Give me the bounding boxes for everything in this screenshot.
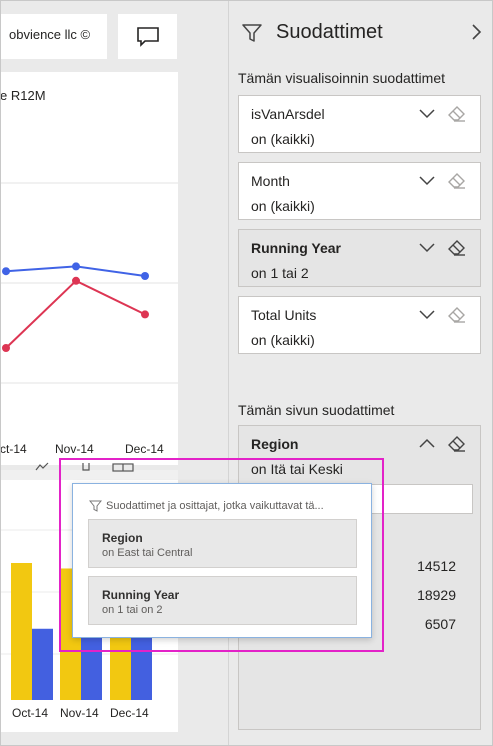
popup-header: Suodattimet ja osittajat, jotka vaikutta… xyxy=(89,499,324,512)
popup-filter-subtitle: on 1 tai on 2 xyxy=(102,604,163,616)
popup-filter-item: Region on East tai Central xyxy=(88,519,357,568)
filter-card-state: on (kaikki) xyxy=(251,131,315,147)
series-line xyxy=(5,279,146,349)
popup-filter-title: Running Year xyxy=(102,588,180,602)
chevron-down-icon[interactable] xyxy=(418,173,436,187)
filter-card-state: on 1 tai 2 xyxy=(251,265,309,281)
copyright-text: obvience llc © xyxy=(9,27,91,42)
filter-pane-title: Suodattimet xyxy=(276,21,383,43)
line-chart-icon[interactable] xyxy=(35,462,49,472)
pin-icon[interactable] xyxy=(82,462,90,472)
chevron-down-icon[interactable] xyxy=(418,240,436,254)
filter-icon xyxy=(89,500,102,512)
visual-filters-section-label: Tämän visualisoinnin suodattimet xyxy=(238,70,445,86)
filter-card-name: Running Year xyxy=(251,240,341,256)
filter-card-name: Month xyxy=(251,173,290,189)
line-chart-title: e R12M xyxy=(0,88,46,103)
bar xyxy=(11,563,32,700)
eraser-icon[interactable] xyxy=(448,436,466,452)
filter-value-count: 6507 xyxy=(424,616,456,632)
filter-card-name: isVanArsdel xyxy=(251,106,325,122)
filter-value-count: 14512 xyxy=(417,558,456,574)
popup-filter-subtitle: on East tai Central xyxy=(102,547,193,559)
data-point xyxy=(141,272,149,280)
data-point xyxy=(2,267,10,276)
chevron-up-icon[interactable] xyxy=(418,436,436,450)
filter-card-name: Region xyxy=(251,436,299,452)
page-filters-section-label: Tämän sivun suodattimet xyxy=(238,402,395,418)
filter-card-name: Total Units xyxy=(251,307,317,323)
filter-card-isvanarsdel[interactable]: isVanArsdel on (kaikki) xyxy=(238,95,481,153)
data-point xyxy=(72,276,80,285)
eraser-icon[interactable] xyxy=(448,307,466,323)
filters-tooltip-popup: Suodattimet ja osittajat, jotka vaikutta… xyxy=(72,483,372,638)
x-tick-label: Dec-14 xyxy=(125,442,164,456)
filter-card-state: on (kaikki) xyxy=(251,198,315,214)
popup-header-text: Suodattimet ja osittajat, jotka vaikutta… xyxy=(106,499,324,512)
eraser-icon[interactable] xyxy=(448,106,466,122)
filter-icon xyxy=(242,24,262,42)
x-tick-label: Nov-14 xyxy=(55,442,94,456)
x-tick-label: Oct-14 xyxy=(12,706,48,720)
line-chart: ct-14 Nov-14 Dec-14 xyxy=(0,182,178,456)
data-point xyxy=(72,262,80,271)
data-point xyxy=(2,344,10,352)
eraser-icon[interactable] xyxy=(448,173,466,189)
chevron-down-icon[interactable] xyxy=(418,307,436,321)
focus-mode-icon[interactable] xyxy=(112,462,134,472)
bar xyxy=(81,628,102,700)
x-tick-label: Dec-14 xyxy=(110,706,149,720)
copyright-textbox: obvience llc © xyxy=(0,14,107,59)
filter-card-month[interactable]: Month on (kaikki) xyxy=(238,162,481,220)
popup-filter-title: Region xyxy=(102,531,143,545)
chevron-right-icon[interactable] xyxy=(470,23,482,41)
data-point xyxy=(141,310,149,319)
chevron-down-icon[interactable] xyxy=(418,106,436,120)
filter-value-count: 18929 xyxy=(417,587,456,603)
filter-card-state: on Itä tai Keski xyxy=(251,461,343,477)
visual-header-strip xyxy=(0,470,178,480)
filter-card-state: on (kaikki) xyxy=(251,332,315,348)
comment-button[interactable] xyxy=(118,14,177,59)
x-tick-label: ct-14 xyxy=(0,442,27,456)
filter-card-running-year[interactable]: Running Year on 1 tai 2 xyxy=(238,229,481,287)
filter-card-total-units[interactable]: Total Units on (kaikki) xyxy=(238,296,481,354)
x-tick-label: Nov-14 xyxy=(60,706,99,720)
comment-icon xyxy=(136,26,159,47)
eraser-icon[interactable] xyxy=(448,240,466,256)
popup-filter-item: Running Year on 1 tai on 2 xyxy=(88,576,357,625)
bar xyxy=(32,628,53,700)
bar xyxy=(131,624,152,700)
